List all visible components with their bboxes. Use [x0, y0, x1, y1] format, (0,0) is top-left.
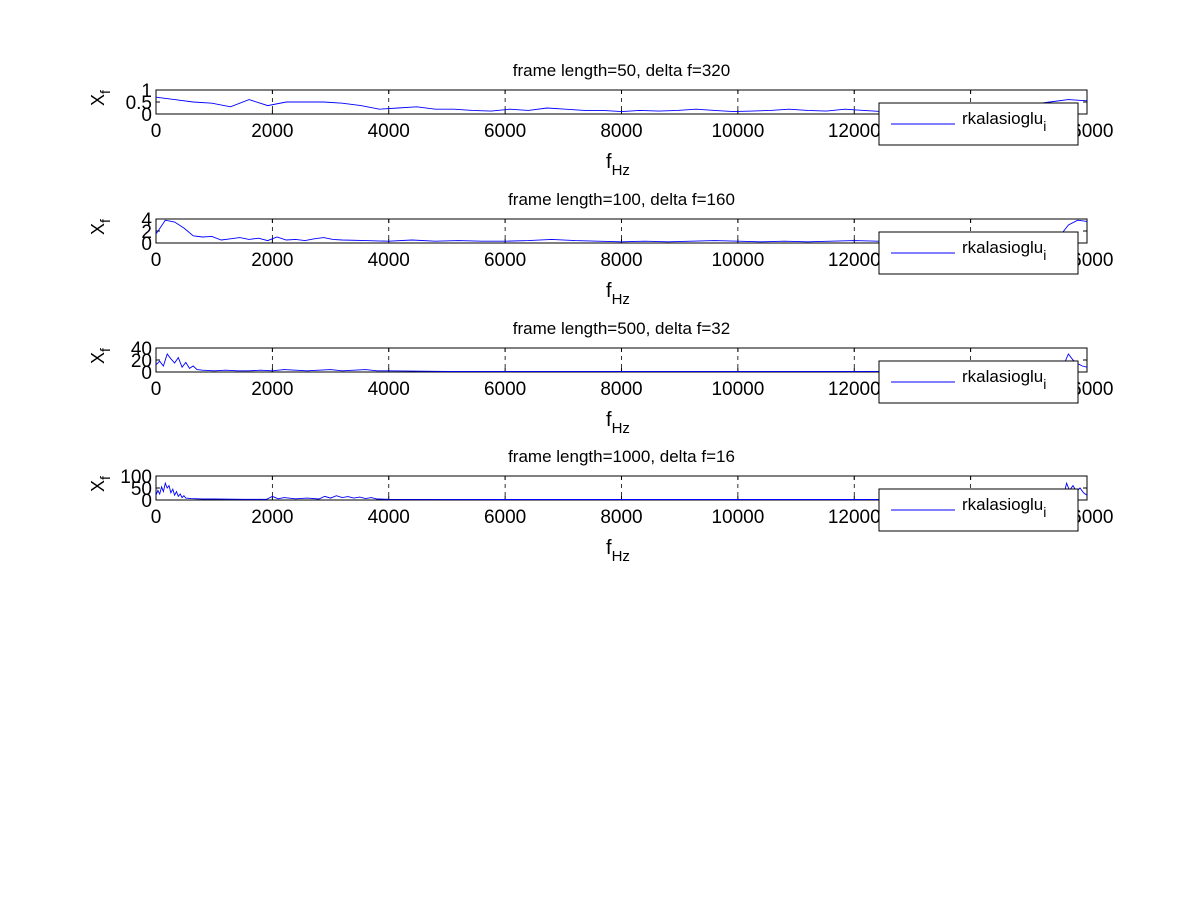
y-tick-label: 40 [131, 339, 152, 360]
x-axis-label-main: f [606, 151, 612, 173]
x-axis-label-sub: Hz [612, 548, 630, 565]
legend-label-main: rkalasioglu [962, 495, 1043, 514]
x-tick-label: 0 [151, 250, 162, 271]
y-tick-label: 50 [131, 479, 152, 500]
legend: rkalasioglui [878, 488, 1079, 532]
x-tick-label: 8000 [600, 379, 642, 400]
x-axis-label: fHz [606, 151, 630, 179]
subplot-2: frame length=100, delta f=160 0 2000 4000 60… [88, 190, 1113, 308]
subplot-1: frame length=50, delta f=320 0 2000 4000 600… [88, 61, 1113, 179]
x-tick-label: 4000 [368, 379, 410, 400]
y-axis-label: Xf [88, 348, 113, 364]
y-axis-label-sub: f [97, 219, 113, 223]
x-axis-label: fHz [606, 280, 630, 308]
subplot-3: frame length=500, delta f=32 0 2000 4000 600… [88, 319, 1113, 437]
y-axis-label-main: X [88, 94, 108, 106]
x-axis-label-main: f [606, 409, 612, 431]
x-tick-label: 6000 [484, 507, 526, 528]
legend: rkalasioglui [878, 360, 1079, 404]
subplot-4: frame length=1000, delta f=16 0 2000 4000 60… [88, 447, 1113, 565]
y-tick-label: 0 [141, 491, 152, 512]
legend-label-main: rkalasioglu [962, 367, 1043, 386]
x-axis-label: fHz [606, 409, 630, 437]
x-tick-label: 8000 [600, 121, 642, 142]
y-tick-label: 100 [120, 467, 152, 488]
x-tick-label: 2000 [251, 250, 293, 271]
y-axis-label: Xf [88, 476, 113, 492]
x-tick-label: 0 [151, 507, 162, 528]
x-tick-label: 4000 [368, 121, 410, 142]
y-tick-label: 0.5 [126, 93, 152, 114]
x-tick-label: 12000 [828, 121, 881, 142]
x-tick-label: 8000 [600, 250, 642, 271]
y-tick-label: 20 [131, 351, 152, 372]
x-tick-label: 0 [151, 379, 162, 400]
chart-title: frame length=1000, delta f=16 [508, 447, 735, 466]
x-tick-label: 0 [151, 121, 162, 142]
legend-label: rkalasioglui [962, 495, 1046, 520]
x-tick-label: 2000 [251, 379, 293, 400]
x-tick-label: 2000 [251, 507, 293, 528]
x-tick-label: 2000 [251, 121, 293, 142]
y-axis-label-sub: f [97, 476, 113, 480]
legend-label: rkalasioglui [962, 367, 1046, 392]
x-tick-label: 6000 [484, 379, 526, 400]
legend-label-main: rkalasioglu [962, 238, 1043, 257]
x-axis-label-sub: Hz [612, 291, 630, 308]
y-tick-label: 1 [141, 81, 152, 102]
y-axis-label-main: X [88, 352, 108, 364]
x-tick-label: 4000 [368, 250, 410, 271]
y-axis-label-main: X [88, 223, 108, 235]
x-tick-label: 4000 [368, 507, 410, 528]
x-tick-label: 10000 [711, 250, 764, 271]
legend-label-main: rkalasioglu [962, 109, 1043, 128]
y-tick-label: 0 [141, 363, 152, 384]
y-axis-label: Xf [88, 219, 113, 235]
x-axis-label: fHz [606, 537, 630, 565]
x-tick-label: 10000 [711, 507, 764, 528]
legend: rkalasioglui [878, 102, 1079, 146]
x-axis-label-main: f [606, 537, 612, 559]
x-tick-label: 12000 [828, 507, 881, 528]
y-tick-label: 0 [141, 105, 152, 126]
chart-title: frame length=500, delta f=32 [513, 319, 730, 338]
y-axis-label-sub: f [97, 90, 113, 94]
y-axis-label-main: X [88, 480, 108, 492]
x-tick-label: 6000 [484, 121, 526, 142]
x-tick-label: 10000 [711, 121, 764, 142]
y-tick-label: 0 [141, 234, 152, 255]
y-tick-label: 2 [141, 222, 152, 243]
legend-label-sub: i [1043, 247, 1046, 263]
legend-box [878, 102, 1079, 146]
legend-label-sub: i [1043, 504, 1046, 520]
x-tick-label: 10000 [711, 379, 764, 400]
x-tick-label: 12000 [828, 250, 881, 271]
x-axis-label-sub: Hz [612, 162, 630, 179]
legend-label-sub: i [1043, 376, 1046, 392]
x-tick-label: 8000 [600, 507, 642, 528]
y-axis-label-sub: f [97, 348, 113, 352]
chart-title: frame length=50, delta f=320 [513, 61, 730, 80]
y-tick-label: 4 [141, 210, 152, 231]
x-axis-label-sub: Hz [612, 420, 630, 437]
legend: rkalasioglui [878, 231, 1079, 275]
chart-title: frame length=100, delta f=160 [508, 190, 735, 209]
legend-label-sub: i [1043, 118, 1046, 134]
y-axis-label: Xf [88, 90, 113, 106]
legend-label: rkalasioglui [962, 109, 1046, 134]
x-tick-label: 6000 [484, 250, 526, 271]
x-axis-label-main: f [606, 280, 612, 302]
legend-label: rkalasioglui [962, 238, 1046, 263]
x-tick-label: 12000 [828, 379, 881, 400]
